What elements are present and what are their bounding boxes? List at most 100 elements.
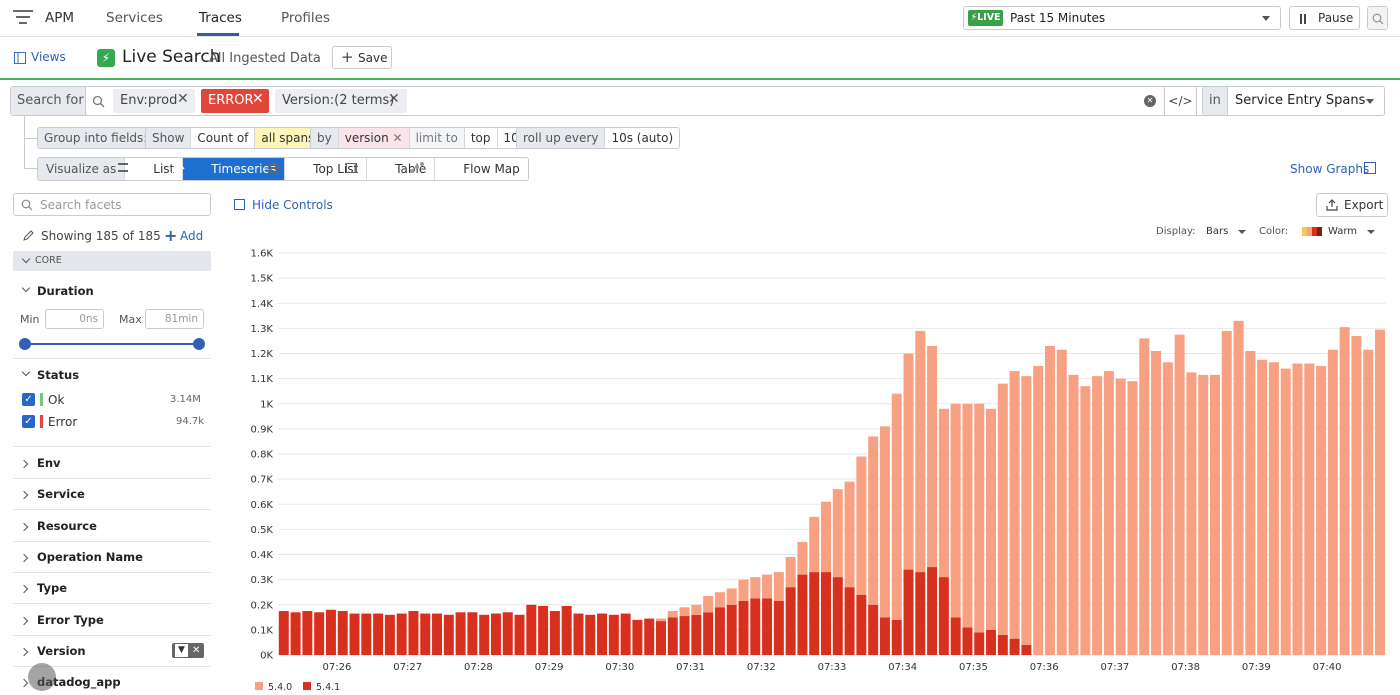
show-graphs-icon[interactable]: [1364, 162, 1376, 174]
measure[interactable]: Count of: [191, 128, 255, 148]
chevron[interactable]: [20, 648, 28, 656]
facet-title[interactable]: Type: [37, 581, 67, 595]
facet-title[interactable]: Version: [37, 644, 86, 658]
nav-tab[interactable]: Traces: [199, 10, 242, 26]
remove-icon[interactable]: ✕: [388, 91, 400, 107]
interval[interactable]: 10s (auto): [605, 128, 679, 148]
color-value[interactable]: Warm: [1328, 226, 1357, 237]
chevron[interactable]: [20, 522, 28, 530]
facet-title[interactable]: Env: [37, 456, 61, 470]
field[interactable]: version ✕: [339, 128, 410, 148]
bar: [515, 615, 525, 655]
bar: [786, 557, 796, 587]
viz-option[interactable]: Timeseries: [183, 158, 285, 180]
x-tick-label: 07:39: [1242, 662, 1271, 673]
chevron[interactable]: [20, 460, 28, 468]
bar: [1139, 338, 1149, 655]
label: by: [311, 128, 339, 148]
color-label: Color:: [1259, 226, 1288, 237]
status-color: [40, 415, 43, 428]
chevron[interactable]: [22, 368, 30, 376]
search-term[interactable]: Env:prod ✕: [113, 89, 195, 113]
slider-knob[interactable]: [19, 338, 31, 350]
checkbox[interactable]: ✓: [22, 415, 35, 428]
facet-title[interactable]: Error Type: [37, 613, 104, 627]
bar: [1151, 351, 1161, 655]
hide-icon[interactable]: [234, 199, 245, 210]
hide-controls[interactable]: Hide Controls: [252, 198, 333, 212]
viz-option[interactable]: Table: [367, 158, 435, 180]
limit-type[interactable]: top: [465, 128, 498, 148]
code-button[interactable]: </>: [1164, 87, 1197, 115]
checkbox[interactable]: ✓: [22, 393, 35, 406]
min-input[interactable]: 0ns: [45, 309, 104, 329]
bar: [444, 615, 454, 655]
add-facet[interactable]: Add: [180, 229, 203, 243]
by-control[interactable]: by version ✕ limit to top 10: [310, 127, 526, 149]
chevron[interactable]: [20, 491, 28, 499]
display-value[interactable]: Bars: [1206, 226, 1228, 237]
filter-icon[interactable]: ▼: [175, 644, 188, 657]
chevron[interactable]: [20, 585, 28, 593]
bar: [573, 614, 583, 655]
bar: [1163, 362, 1173, 655]
bar: [904, 354, 914, 570]
views-link[interactable]: Views: [31, 50, 66, 64]
facet-search[interactable]: Search facets: [13, 193, 211, 216]
pause-label: Pause: [1318, 11, 1353, 25]
bar: [833, 577, 843, 655]
facet-title[interactable]: Status: [37, 368, 79, 382]
section-header[interactable]: CORE: [13, 251, 211, 271]
search-term[interactable]: ERROR ✕: [201, 89, 269, 113]
bar: [279, 611, 289, 655]
nav-tab[interactable]: Services: [106, 10, 163, 26]
save-button[interactable]: + Save: [332, 46, 392, 69]
nav-tab[interactable]: Profiles: [281, 10, 330, 26]
pause-icon: [1300, 14, 1302, 24]
chevron[interactable]: [20, 616, 28, 624]
pause-button[interactable]: Pause: [1289, 6, 1360, 30]
facet-title[interactable]: Operation Name: [37, 550, 143, 564]
export-button[interactable]: Export: [1316, 193, 1388, 217]
bar: [456, 612, 466, 655]
bar: [962, 627, 972, 655]
bar: [432, 614, 442, 655]
placeholder: Search facets: [40, 198, 122, 212]
show-control[interactable]: Show Count of all spans: [145, 127, 321, 149]
facet-title[interactable]: Resource: [37, 519, 97, 533]
facet-actions[interactable]: ▼ ✕: [172, 643, 204, 658]
bar: [680, 607, 690, 616]
label: limit to: [410, 128, 465, 148]
show-graphs[interactable]: Show Graphs: [1290, 162, 1369, 176]
chevron[interactable]: [22, 284, 30, 292]
bar: [1175, 335, 1185, 655]
plus-icon[interactable]: +: [164, 226, 177, 245]
max-input[interactable]: 81min: [145, 309, 204, 329]
bar: [939, 409, 949, 577]
search-term[interactable]: Version:(2 terms) ✕: [275, 89, 407, 113]
chevron[interactable]: [20, 554, 28, 562]
toplist-icon: [268, 163, 279, 165]
menu-icon[interactable]: [12, 8, 34, 28]
chart: 0K0.1K0.2K0.3K0.4K0.5K0.6K0.7K0.8K0.9K1K…: [230, 240, 1400, 695]
chevron: [22, 255, 30, 263]
search-button[interactable]: [1367, 6, 1388, 30]
facet-title[interactable]: Duration: [37, 284, 94, 298]
close-icon[interactable]: ✕: [192, 643, 200, 658]
bar: [609, 615, 619, 655]
bar: [1245, 351, 1255, 655]
edit-icon[interactable]: [23, 229, 35, 241]
tree-line: [24, 168, 37, 169]
time-picker[interactable]: ⚡LIVE Past 15 Minutes: [963, 6, 1281, 30]
chevron[interactable]: [20, 679, 28, 687]
clear-icon[interactable]: ✕: [1144, 95, 1156, 107]
remove-icon[interactable]: ✕: [393, 131, 403, 145]
rollup-control[interactable]: roll up every 10s (auto): [516, 127, 680, 149]
remove-icon[interactable]: ✕: [252, 91, 264, 107]
remove-icon[interactable]: ✕: [177, 91, 189, 107]
slider-knob[interactable]: [193, 338, 205, 350]
viz-option[interactable]: Flow Map: [435, 158, 528, 180]
separator: [13, 603, 211, 604]
facet-title[interactable]: Service: [37, 487, 85, 501]
